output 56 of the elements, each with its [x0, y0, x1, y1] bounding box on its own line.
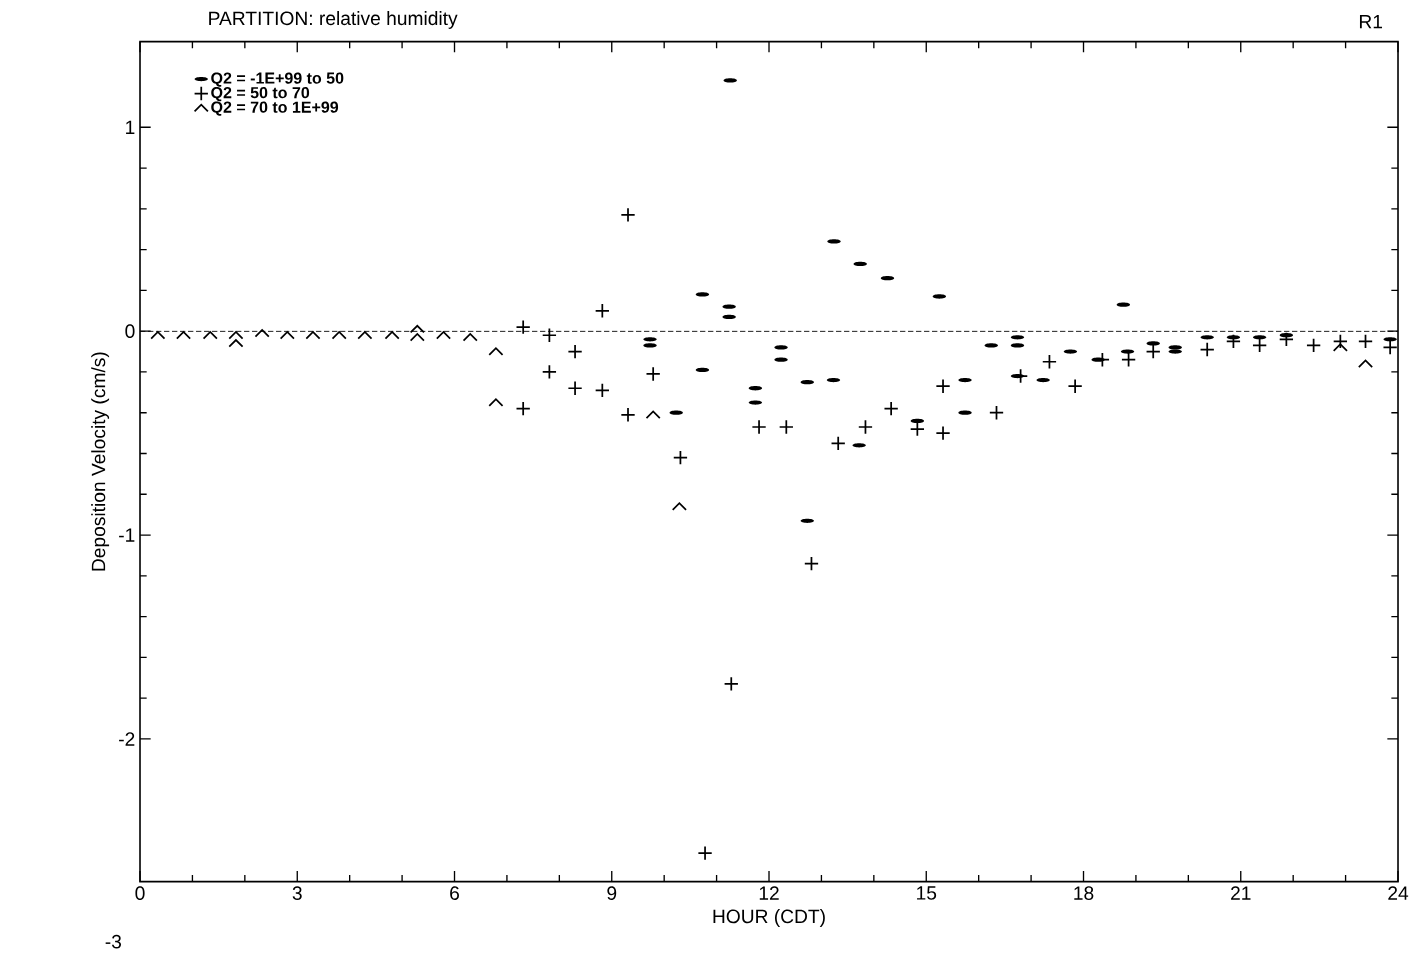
- point: [567, 344, 583, 360]
- point: [697, 845, 713, 861]
- point: [1278, 331, 1294, 347]
- point: [541, 327, 557, 343]
- legend-label: Q2 = 70 to 1E+99: [211, 101, 339, 116]
- text: R1: [1359, 15, 1383, 29]
- point: [515, 401, 531, 417]
- point: [1306, 337, 1322, 353]
- point: [988, 405, 1005, 421]
- point: [1357, 333, 1374, 349]
- point: [1145, 344, 1161, 360]
- x-tick-label: 18: [1074, 886, 1094, 900]
- point: [883, 401, 899, 417]
- x-tick-label: 24: [1388, 886, 1409, 900]
- x-axis-title: HOUR (CDT): [713, 909, 825, 927]
- point: [803, 556, 820, 572]
- point: [935, 425, 951, 441]
- y-tick-label: -2: [119, 732, 135, 746]
- x-tick-label: 9: [607, 886, 617, 900]
- y-axis-title: Deposition Velocity (cm/s): [91, 352, 110, 571]
- point: [1382, 339, 1398, 356]
- x-tick-label: 0: [135, 886, 145, 900]
- legend-label: Q2 = 50 to 70: [211, 86, 310, 102]
- point: [620, 407, 636, 423]
- x-tick-label: 6: [450, 886, 459, 900]
- point: [594, 382, 610, 398]
- chart-title: PARTITION: relative humidity: [209, 11, 458, 29]
- x-tick-label: 3: [292, 886, 302, 900]
- point: [935, 378, 951, 394]
- point: [1067, 378, 1083, 394]
- point: [723, 676, 739, 692]
- point: [594, 303, 610, 319]
- text: -3: [105, 934, 122, 949]
- x-tick-label: 12: [759, 886, 779, 900]
- point: [857, 419, 873, 435]
- point: [515, 319, 531, 335]
- point: [830, 435, 846, 451]
- point: [620, 207, 636, 223]
- point: [1199, 341, 1215, 358]
- point: [778, 419, 794, 435]
- point: [1121, 352, 1137, 368]
- point: [1225, 333, 1241, 349]
- legend-label: Q2 = -1E+99 to 50: [211, 72, 344, 87]
- point: [645, 366, 661, 382]
- point: [909, 421, 925, 437]
- point: [1041, 354, 1057, 370]
- x-tick-label: 21: [1231, 886, 1251, 900]
- x-tick-label: 15: [917, 886, 937, 900]
- point: [751, 419, 767, 435]
- y-tick-label: 0: [125, 324, 135, 338]
- point: [541, 364, 557, 380]
- point: [567, 380, 583, 396]
- y-tick-label: -1: [119, 528, 135, 542]
- point: [1252, 337, 1268, 353]
- point: [672, 450, 688, 466]
- y-tick-label: 1: [126, 120, 135, 134]
